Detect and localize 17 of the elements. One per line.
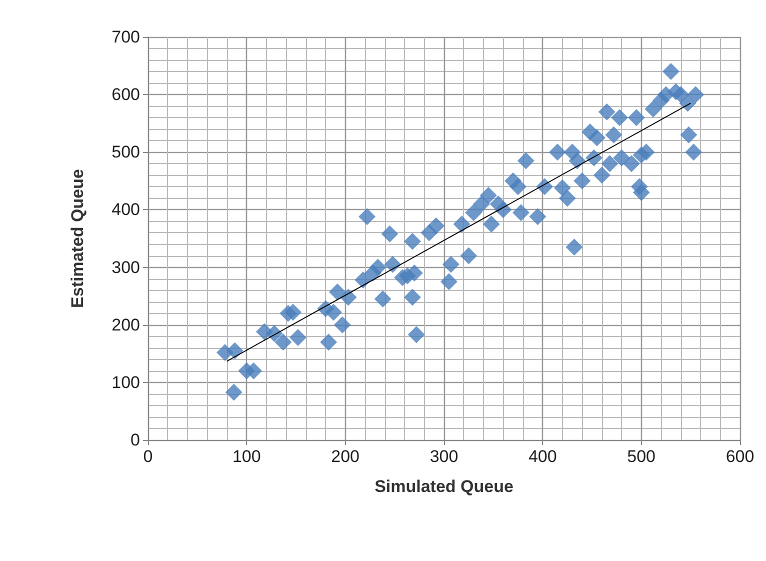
y-tick-label: 700 [112,28,140,46]
x-tick-label: 200 [331,447,360,466]
x-tick-label: 0 [143,447,153,466]
y-axis-title: Estimated Queue [68,169,87,308]
x-tick-label: 300 [430,447,458,466]
y-tick-label: 0 [130,430,140,450]
y-tick-label: 100 [112,372,140,392]
x-axis-title: Simulated Queue [374,477,514,496]
y-tick-label: 400 [112,200,140,220]
y-tick-label: 200 [112,315,140,334]
y-tick-label: 300 [112,258,140,277]
x-tick-label: 400 [528,447,557,466]
x-tick-label: 100 [232,447,261,466]
y-tick-label: 500 [112,142,140,162]
x-tick-label: 500 [627,447,656,466]
x-tick-label: 600 [726,447,754,466]
y-tick-label: 600 [112,85,140,104]
